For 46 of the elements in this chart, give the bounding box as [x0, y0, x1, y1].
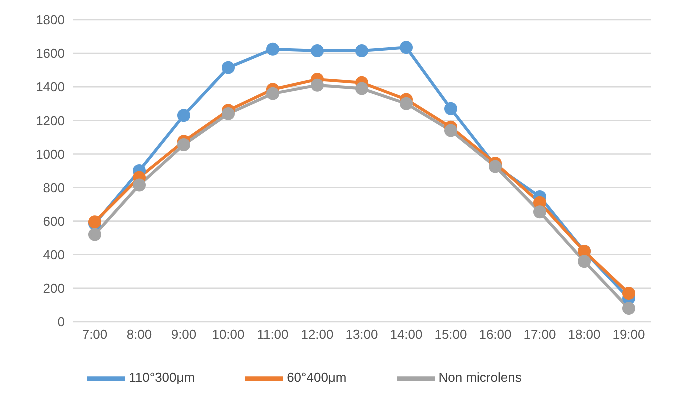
y-tick-label: 400 — [43, 248, 65, 263]
y-tick-label: 800 — [43, 180, 65, 196]
point — [88, 228, 102, 242]
legend-label: Non microlens — [438, 370, 522, 386]
point — [178, 109, 190, 122]
y-tick-label: 1200 — [36, 113, 65, 128]
x-tick-label: 19:00 — [612, 327, 646, 342]
point — [266, 42, 280, 56]
y-tick-label: 200 — [43, 281, 65, 296]
point — [400, 97, 413, 110]
point — [444, 102, 458, 116]
point — [356, 44, 368, 58]
x-tick-label: 8:00 — [126, 327, 152, 342]
x-tick-label: 11:00 — [257, 327, 289, 342]
point — [400, 41, 413, 54]
y-tick-label: 600 — [43, 214, 65, 229]
legend-label: 60°400μm — [287, 370, 347, 386]
y-tick-label: 1800 — [36, 12, 65, 28]
point — [534, 206, 546, 219]
y-tick-label: 1000 — [36, 146, 65, 162]
point — [444, 124, 458, 138]
x-tick-label: 12:00 — [301, 327, 334, 342]
y-tick-label: 1600 — [36, 46, 65, 62]
x-tick-label: 9:00 — [171, 327, 197, 342]
x-tick-label: 10:00 — [212, 327, 245, 342]
point — [222, 61, 235, 74]
x-tick-label: 18:00 — [568, 327, 601, 342]
y-tick-label: 1400 — [36, 80, 65, 95]
y-tick-label: 0 — [58, 314, 65, 330]
point — [133, 178, 146, 192]
x-tick-label: 13:00 — [346, 327, 378, 342]
x-tick-label: 17:00 — [524, 327, 556, 342]
point — [311, 44, 324, 58]
point — [622, 302, 636, 316]
point — [356, 82, 368, 96]
point — [311, 78, 324, 92]
legend-label: 110°300μm — [129, 370, 196, 386]
x-tick-label: 15:00 — [434, 327, 468, 342]
point — [266, 87, 280, 100]
point — [578, 255, 591, 268]
point — [222, 107, 235, 120]
point — [178, 138, 190, 152]
x-tick-label: 7:00 — [82, 327, 108, 342]
x-tick-label: 14:00 — [390, 327, 423, 342]
point — [622, 286, 636, 300]
x-tick-label: 16:00 — [479, 327, 512, 342]
